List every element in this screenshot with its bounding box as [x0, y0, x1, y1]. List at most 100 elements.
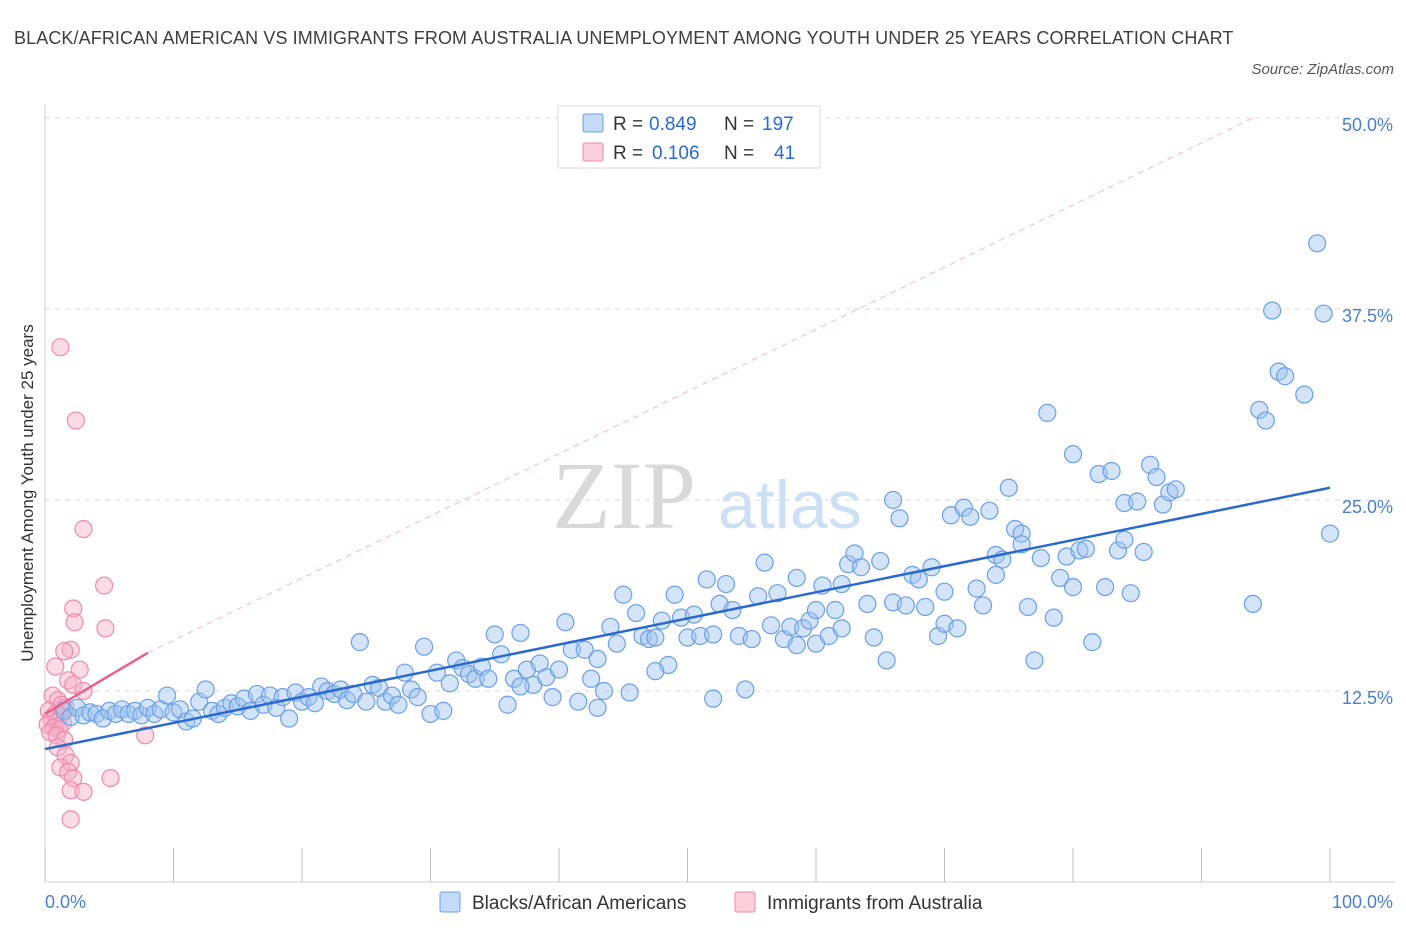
blue-point-170: [1147, 467, 1166, 487]
blue-point-179: [1263, 301, 1282, 320]
blue-point-189: [511, 677, 530, 696]
series-immigrants-australia: [38, 338, 155, 829]
blue-point-54: [402, 680, 421, 699]
pink-point-8: [55, 642, 74, 661]
blue-point-91: [639, 629, 659, 649]
blue-point-152: [1031, 548, 1050, 568]
legend-n-label-1: N =: [724, 114, 754, 135]
blue-point-82: [582, 669, 601, 688]
blue-point-80: [569, 692, 588, 711]
watermark-atlas: atlas: [718, 467, 862, 543]
blue-point-46: [350, 633, 369, 652]
series-blacks-african-americans: [55, 234, 1340, 731]
legend-swatch-blue: [582, 113, 604, 133]
blue-point-78: [556, 613, 575, 632]
blue-point-88: [620, 683, 639, 702]
chart-source: Source: ZipAtlas.com: [1251, 61, 1394, 78]
blue-point-155: [1051, 568, 1070, 588]
blue-point-175: [1250, 400, 1269, 419]
blue-point-144: [980, 501, 999, 520]
blue-point-181: [1308, 234, 1327, 253]
blue-point-162: [1096, 577, 1115, 597]
pink-point-4: [96, 619, 115, 638]
pink-point-0: [51, 338, 70, 357]
blue-point-153: [1038, 403, 1057, 423]
x-tick-label-0: 0.0%: [45, 892, 86, 912]
pink-point-40: [136, 726, 155, 745]
blue-point-35: [280, 709, 299, 728]
blue-point-160: [1083, 633, 1102, 652]
pink-point-7: [61, 640, 80, 659]
y-tick-label-1: 25.0%: [1342, 497, 1393, 517]
trend-lines: [44, 486, 1331, 751]
blue-point-190: [588, 698, 607, 717]
legend-n-value-1: 197: [762, 114, 794, 135]
blue-point-124: [851, 558, 871, 577]
blue-point-59: [434, 701, 453, 720]
blue-point-157: [1063, 577, 1083, 597]
blue-point-87: [614, 585, 633, 604]
blue-point-76: [543, 688, 562, 707]
blue-point-185: [1063, 445, 1083, 464]
blue-point-125: [858, 594, 877, 614]
blue-point-66: [479, 669, 498, 688]
blue-point-173: [1166, 480, 1185, 499]
legend-r-value-1: 0.849: [649, 114, 697, 135]
blue-point-16: [157, 686, 177, 705]
pink-point-9: [46, 657, 65, 676]
blue-point-192: [832, 574, 851, 594]
pink-point-39: [61, 810, 80, 829]
blue-point-147: [999, 478, 1018, 497]
blue-point-126: [864, 628, 883, 647]
y-tick-label-2: 37.5%: [1342, 306, 1393, 326]
legend-n-label-2: N =: [724, 143, 754, 164]
blue-point-52: [389, 695, 408, 714]
blue-point-98: [684, 605, 704, 624]
blue-point-183: [1320, 524, 1340, 543]
blue-point-89: [626, 603, 646, 623]
watermark: ZIP atlas: [552, 442, 862, 549]
blue-point-60: [440, 674, 459, 693]
blue-point-193: [935, 582, 954, 601]
legend-n-value-2: 41: [774, 143, 795, 164]
tick-labels: 12.5% 25.0% 37.5% 50.0% 0.0% 100.0%: [45, 115, 1393, 912]
blue-point-114: [787, 568, 806, 588]
diagonal-reference-line: [147, 117, 1254, 654]
blue-point-70: [504, 669, 524, 688]
blue-point-53: [395, 663, 414, 682]
blue-point-81: [575, 640, 594, 659]
blue-point-141: [961, 507, 980, 526]
blue-point-39: [305, 694, 324, 713]
blue-point-180: [1295, 385, 1314, 404]
blue-point-188: [646, 662, 665, 681]
blue-point-187: [704, 689, 723, 708]
blue-point-109: [755, 553, 774, 572]
bottom-legend-swatch-blue: [439, 891, 461, 913]
blue-point-95: [665, 585, 684, 604]
blue-point-186: [806, 600, 826, 620]
blue-point-196: [1115, 530, 1134, 549]
blue-point-67: [485, 625, 504, 644]
correlation-legend: R = 0.849 N = 197 R = 0.106 N = 41: [557, 105, 821, 169]
y-axis-label: Unemployment Among Youth under 25 years: [18, 324, 37, 661]
blue-point-158: [1070, 541, 1089, 560]
blue-point-166: [1121, 584, 1140, 603]
y-tick-label-0: 12.5%: [1342, 688, 1393, 708]
blue-point-167: [1128, 492, 1147, 511]
blue-point-154: [1044, 608, 1063, 627]
legend-swatch-pink: [582, 142, 604, 162]
blue-point-93: [652, 611, 671, 630]
y-tick-label-3: 50.0%: [1342, 115, 1393, 135]
bottom-legend-label-blue: Blacks/African Americans: [472, 893, 686, 914]
blue-point-110: [761, 616, 781, 635]
blue-point-130: [890, 509, 909, 528]
blue-point-77: [549, 660, 569, 679]
bottom-legend-label-pink: Immigrants from Australia: [767, 893, 983, 914]
blue-point-134: [916, 597, 935, 617]
blue-point-150: [1018, 597, 1038, 617]
blue-point-22: [196, 680, 215, 699]
blue-point-131: [896, 596, 916, 615]
legend-r-label-1: R =: [613, 114, 643, 135]
blue-point-191: [787, 636, 806, 655]
